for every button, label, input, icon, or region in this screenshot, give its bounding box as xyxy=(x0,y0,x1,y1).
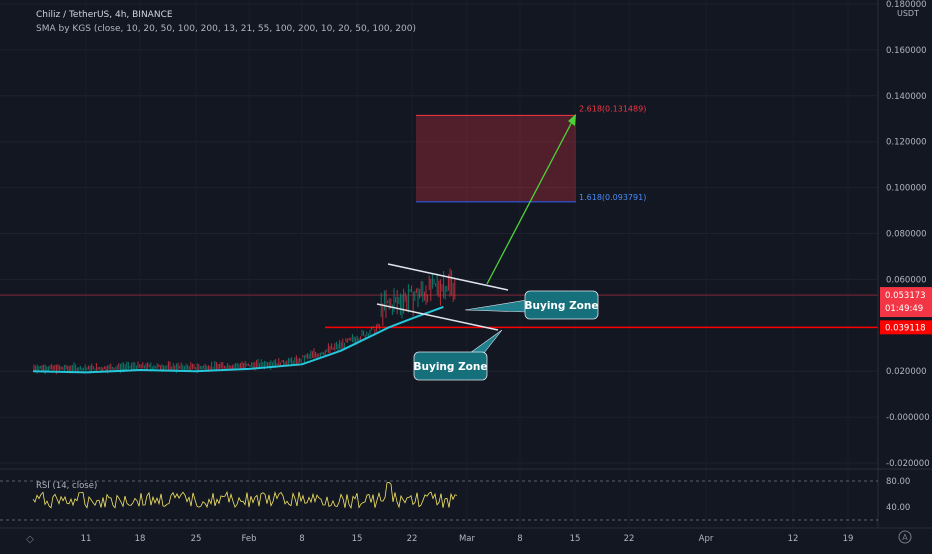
y-tick-label: 0.140000 xyxy=(886,92,927,102)
fib-level-label: 2.618(0.131489) xyxy=(579,104,646,113)
sma-line xyxy=(32,306,444,374)
x-tick-label: Mar xyxy=(459,534,476,544)
x-tick-label: 11 xyxy=(81,534,92,544)
chart-title: Chiliz / TetherUS, 4h, BINANCE xyxy=(36,10,173,20)
support-badge-value: 0.039118 xyxy=(885,323,926,333)
pattern-lower-line xyxy=(376,303,499,331)
x-tick-label: 18 xyxy=(135,534,146,544)
x-tick-label: 12 xyxy=(788,534,799,544)
pattern-upper-line xyxy=(387,263,509,291)
y-tick-label: 0.180000 xyxy=(886,0,927,10)
rsi-line xyxy=(32,481,458,510)
callout-label: Buying Zone xyxy=(525,300,599,312)
svg-text:◇: ◇ xyxy=(26,534,34,545)
fib-zone xyxy=(416,115,576,202)
y-tick-label: -0.020000 xyxy=(886,459,930,469)
target-arrow xyxy=(486,117,575,285)
rsi-level-label: 80.00 xyxy=(886,477,910,487)
callout-box xyxy=(524,290,599,320)
callout-box xyxy=(413,351,488,381)
y-tick-label: 0.100000 xyxy=(886,184,927,194)
rsi-label: RSI (14, close) xyxy=(36,481,97,491)
y-tick-label: -0.000000 xyxy=(886,413,930,423)
scroll-left-icon[interactable]: ◇ xyxy=(26,534,34,545)
rsi-level-label: 40.00 xyxy=(886,503,910,513)
x-tick-label: Feb xyxy=(241,534,256,544)
y-tick-label: 0.020000 xyxy=(886,367,927,377)
x-tick-label: 15 xyxy=(352,534,363,544)
x-tick-label: 22 xyxy=(407,534,418,544)
x-tick-label: 25 xyxy=(191,534,202,544)
price-badge-value: 0.053173 xyxy=(885,291,926,301)
x-tick-label: 15 xyxy=(570,534,581,544)
x-tick-label: 8 xyxy=(517,534,522,544)
y-tick-label: 0.160000 xyxy=(886,46,927,56)
target-arrow-head xyxy=(568,114,576,126)
x-tick-label: 22 xyxy=(624,534,635,544)
x-tick-label: 8 xyxy=(299,534,304,544)
price-badge-countdown: 01:49:49 xyxy=(885,304,923,314)
callout-label: Buying Zone xyxy=(414,361,488,373)
x-tick-label: Apr xyxy=(699,534,714,544)
y-tick-label: 0.080000 xyxy=(886,230,927,240)
timezone-icon[interactable]: A xyxy=(898,530,912,544)
price-badge xyxy=(880,287,932,318)
indicator-legend[interactable]: SMA by KGS (close, 10, 20, 50, 100, 200,… xyxy=(36,24,417,34)
support-badge xyxy=(880,320,932,335)
fib-level-label: 1.618(0.093791) xyxy=(579,193,646,202)
svg-text:A: A xyxy=(902,533,908,542)
y-tick-label: 0.060000 xyxy=(886,275,927,285)
y-tick-label: 0.120000 xyxy=(886,138,927,148)
currency-label: USDT xyxy=(897,9,919,18)
x-tick-label: 19 xyxy=(843,534,854,544)
